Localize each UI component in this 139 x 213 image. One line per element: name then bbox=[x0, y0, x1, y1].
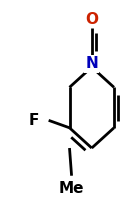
Text: O: O bbox=[85, 12, 98, 27]
Text: F: F bbox=[28, 113, 39, 128]
Text: N: N bbox=[85, 56, 98, 71]
Text: Me: Me bbox=[59, 181, 84, 196]
